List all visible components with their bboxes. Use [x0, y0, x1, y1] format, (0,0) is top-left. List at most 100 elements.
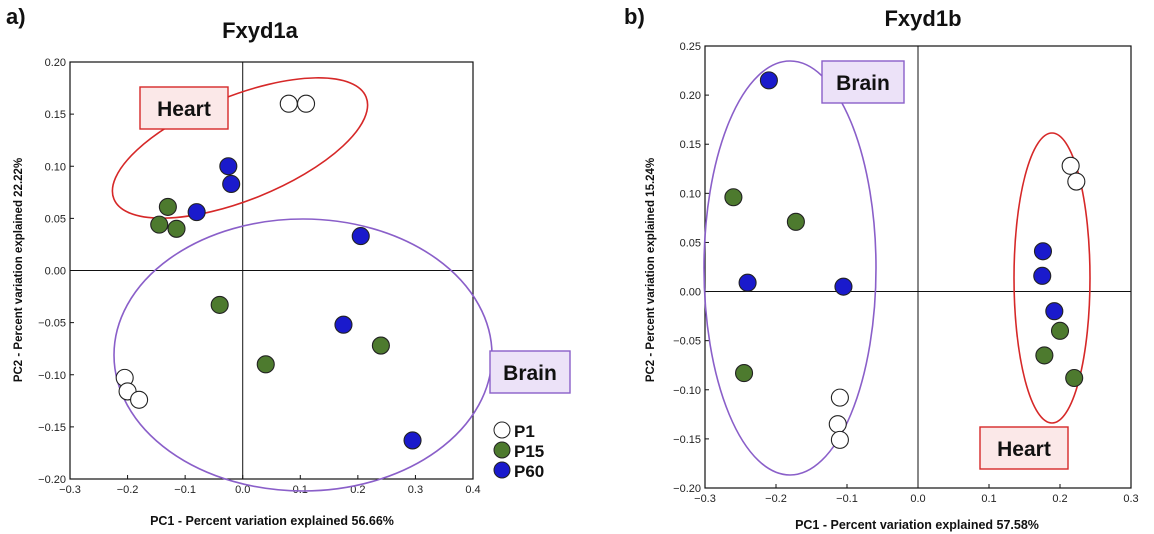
brain-ellipse-b [703, 60, 877, 476]
y-tick-label-b: −0.10 [673, 385, 701, 397]
heart-ellipse-a [111, 77, 369, 219]
x-tick-label-a: 0.4 [465, 484, 480, 496]
x-tick-label-b: 0.0 [910, 493, 925, 505]
y-tick-label-b: 0.00 [680, 287, 701, 299]
data-point-p15 [150, 215, 169, 234]
data-point-p15 [256, 355, 275, 374]
y-tick-label-b: −0.20 [673, 483, 701, 495]
y-tick-label-b: −0.05 [673, 336, 701, 348]
y-tick-label-a: 0.20 [45, 57, 66, 69]
data-point-p60 [334, 315, 353, 334]
data-point-p15 [724, 188, 743, 207]
y-tick-label-a: 0.15 [45, 109, 66, 121]
ylabel-b: PC2 - Percent variation explained 15.24% [645, 158, 657, 382]
data-point-p1 [1067, 172, 1086, 191]
data-point-p60 [351, 227, 370, 246]
x-tick-label-a: 0.2 [350, 484, 365, 496]
data-point-p15 [786, 212, 805, 231]
chart-title-a: Fxyd1a [222, 18, 299, 43]
y-tick-label-a: −0.05 [38, 318, 66, 330]
points-b [724, 71, 1086, 449]
brain-label-box-b [821, 60, 905, 104]
y-tick-label-b: 0.10 [680, 188, 701, 200]
x-tick-label-b: −0.2 [765, 493, 787, 505]
ticks-b: −0.3 −0.2 −0.1 0.0 0.1 0.2 0.3 −0.20 −0.15 −0.10 −… [673, 41, 1138, 505]
heart-label-box-b [979, 426, 1069, 470]
data-point-p15 [734, 364, 754, 383]
data-point-p1 [130, 390, 149, 409]
data-point-p1 [1061, 156, 1080, 175]
data-point-p60 [222, 174, 241, 194]
y-tick-label-b: 0.05 [680, 237, 701, 249]
data-point-p15 [210, 295, 229, 314]
brain-label-box-a [489, 350, 571, 394]
data-point-p1 [830, 388, 849, 407]
x-tick-label-b: 0.1 [981, 493, 996, 505]
y-tick-label-b: −0.15 [673, 434, 701, 446]
data-point-p1 [296, 94, 316, 113]
data-point-p15 [371, 336, 390, 355]
ylabel-a: PC2 - Percent variation explained 22.22% [13, 158, 25, 382]
panel-label-a: a) [6, 4, 26, 29]
data-point-p1 [830, 430, 849, 449]
x-tick-label-a: 0.3 [408, 484, 423, 496]
legend-label-p60: P60 [514, 462, 544, 481]
x-tick-label-b: 0.3 [1123, 493, 1138, 505]
legend-marker-p60 [493, 461, 511, 479]
y-tick-label-a: −0.10 [38, 370, 66, 382]
legend: P1 P15 P60 [493, 421, 544, 481]
y-tick-label-a: 0.10 [45, 161, 66, 173]
data-point-p60 [187, 203, 206, 222]
legend-marker-p15 [493, 441, 511, 459]
data-point-p60 [1033, 266, 1052, 285]
x-tick-label-a: −0.1 [174, 484, 196, 496]
data-point-p15 [158, 197, 177, 216]
legend-label-p15: P15 [514, 442, 544, 461]
xlabel-b: PC1 - Percent variation explained 57.58% [795, 518, 1039, 532]
y-tick-label-b: 0.25 [680, 41, 701, 53]
data-point-p60 [759, 71, 778, 90]
legend-label-p1: P1 [514, 422, 535, 441]
xlabel-a: PC1 - Percent variation explained 56.66% [150, 514, 394, 528]
y-tick-label-b: 0.20 [680, 90, 701, 102]
data-point-p60 [403, 431, 422, 450]
ticks-a: −0.3 −0.2 −0.1 0.0 0.1 0.2 0.3 0.4 −0.20 −0.15 −0.… [38, 57, 480, 496]
heart-ellipse-b [1013, 132, 1091, 424]
chart-title-b: Fxyd1b [884, 6, 961, 31]
y-tick-label-a: −0.15 [38, 422, 66, 434]
data-point-p15 [1065, 368, 1084, 388]
brain-ellipse-a [113, 218, 493, 492]
heart-label-b: Heart [997, 438, 1051, 461]
x-tick-label-b: 0.2 [1052, 493, 1067, 505]
y-tick-label-a: 0.05 [45, 213, 66, 225]
panel-b: b) Fxyd1b PC2 - Percent variation explai… [624, 4, 1139, 532]
x-tick-label-a: 0.1 [293, 484, 308, 496]
data-point-p60 [1033, 242, 1053, 261]
legend-marker-p1 [493, 421, 511, 439]
x-tick-label-b: −0.3 [694, 493, 716, 505]
y-tick-label-a: −0.20 [38, 474, 66, 486]
data-point-p15 [1035, 346, 1054, 365]
x-tick-label-a: 0.0 [235, 484, 250, 496]
data-point-p15 [1050, 321, 1070, 340]
y-tick-label-a: 0.00 [45, 266, 66, 278]
x-tick-label-a: −0.2 [117, 484, 139, 496]
data-point-p1 [828, 415, 847, 434]
x-tick-label-b: −0.1 [836, 493, 858, 505]
x-tick-label-a: −0.3 [59, 484, 81, 496]
data-point-p1 [279, 94, 298, 113]
heart-label-a: Heart [157, 98, 211, 121]
brain-label-b: Brain [836, 72, 890, 95]
panel-a: a) Fxyd1a PC2 - Percent variation explai… [6, 4, 571, 528]
data-point-p60 [1045, 302, 1064, 321]
data-point-p60 [219, 157, 238, 176]
data-point-p60 [834, 277, 853, 296]
points-a [115, 94, 422, 450]
brain-label-a: Brain [503, 362, 557, 385]
data-point-p60 [738, 273, 757, 292]
panel-label-b: b) [624, 4, 645, 29]
heart-label-box-a [139, 86, 229, 130]
y-tick-label-b: 0.15 [680, 139, 701, 151]
data-point-p15 [167, 219, 186, 238]
